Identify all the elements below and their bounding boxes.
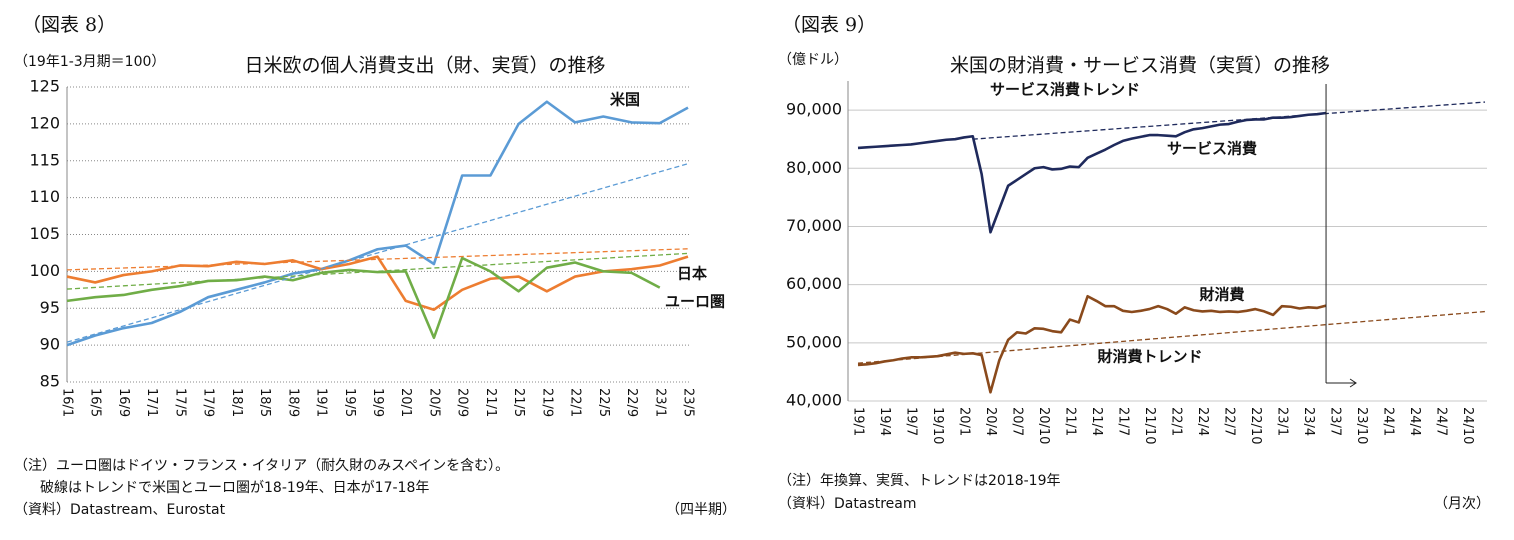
series-line xyxy=(857,294,1327,394)
x-tick-label: 23/7 xyxy=(1327,407,1342,436)
x-tick-label: 24/7 xyxy=(1433,407,1448,436)
x-tick-label: 19/10 xyxy=(930,407,945,444)
x-tick-label: 20/5 xyxy=(426,388,441,417)
y-tick-label: 50,000 xyxy=(786,332,842,351)
series-label: 財消費 xyxy=(1198,286,1244,304)
note: 破線はトレンドで米国とユーロ圏が18-19年、日本が17-18年 xyxy=(40,480,429,496)
x-tick-label: 23/10 xyxy=(1354,407,1369,444)
x-tick-label: 17/1 xyxy=(144,388,159,417)
y-tick-label: 120 xyxy=(29,113,60,132)
x-tick-label: 22/4 xyxy=(1195,407,1210,436)
y-tick-label: 110 xyxy=(29,187,60,206)
y-tick-label: 95 xyxy=(40,298,60,317)
x-tick-label: 22/1 xyxy=(1168,407,1183,436)
y-tick-label: 90,000 xyxy=(786,100,842,119)
figure-label: （図表 9） xyxy=(782,14,876,36)
y-tick-label: 115 xyxy=(29,150,60,169)
trend-line xyxy=(66,163,689,343)
x-tick-label: 19/1 xyxy=(851,407,866,436)
y-tick-label: 60,000 xyxy=(786,274,842,293)
series-label: ユーロ圏 xyxy=(665,293,725,311)
x-tick-label: 19/9 xyxy=(370,388,385,417)
y-tick-label: 80,000 xyxy=(786,158,842,177)
source: （資料）Datastream、Eurostat xyxy=(14,502,226,518)
series-label: 財消費トレンド xyxy=(1096,348,1202,366)
note: （注）年換算、実質、トレンドは2018-19年 xyxy=(778,473,1061,489)
x-tick-label: 16/5 xyxy=(88,388,103,417)
chart-title: 日米欧の個人消費支出（財、実質）の推移 xyxy=(244,55,605,77)
y-tick-label: 125 xyxy=(29,77,60,96)
trend-line xyxy=(857,310,1486,364)
x-tick-label: 17/5 xyxy=(172,388,187,417)
x-tick-label: 16/9 xyxy=(116,388,131,417)
x-tick-label: 17/9 xyxy=(201,388,216,417)
x-tick-label: 18/5 xyxy=(257,388,272,417)
x-tick-label: 18/1 xyxy=(229,388,244,417)
x-tick-label: 23/1 xyxy=(1274,407,1289,436)
source: （資料）Datastream xyxy=(778,496,917,512)
figure-label: （図表 8） xyxy=(22,14,116,36)
x-tick-label: 23/5 xyxy=(681,388,696,417)
x-tick-label: 19/1 xyxy=(314,388,329,417)
x-tick-label: 24/10 xyxy=(1460,407,1475,444)
series-label: 米国 xyxy=(610,91,640,109)
series-label: サービス消費 xyxy=(1167,140,1257,158)
x-tick-label: 21/5 xyxy=(511,388,526,417)
trend-line xyxy=(972,101,1486,140)
x-tick-label: 24/4 xyxy=(1407,407,1422,436)
x-tick-label: 22/9 xyxy=(624,388,639,417)
x-tick-label: 21/9 xyxy=(539,388,554,417)
unit-label: （19年1-3月期＝100） xyxy=(14,54,165,70)
series-line xyxy=(66,255,689,312)
series-label: 日本 xyxy=(677,265,707,283)
x-tick-label: 20/10 xyxy=(1036,407,1051,444)
x-tick-label: 16/1 xyxy=(60,388,75,417)
x-tick-label: 19/5 xyxy=(342,388,357,417)
y-tick-label: 70,000 xyxy=(786,216,842,235)
series-line xyxy=(66,256,661,340)
series-line xyxy=(66,100,689,347)
x-tick-label: 20/4 xyxy=(983,407,998,436)
x-tick-label: 20/7 xyxy=(1009,407,1024,436)
x-tick-label: 21/1 xyxy=(483,388,498,417)
x-tick-label: 22/7 xyxy=(1221,407,1236,436)
note: （注）ユーロ圏はドイツ・フランス・イタリア（耐久財のみスペインを含む）。 xyxy=(14,458,509,474)
y-tick-label: 90 xyxy=(40,335,60,354)
x-tick-label: 20/9 xyxy=(455,388,470,417)
x-tick-label: 21/10 xyxy=(1142,407,1157,444)
x-tick-label: 18/9 xyxy=(285,388,300,417)
frequency-label: （四半期） xyxy=(666,502,736,518)
x-tick-label: 24/1 xyxy=(1380,407,1395,436)
unit-label: （億ドル） xyxy=(778,52,848,68)
y-tick-label: 100 xyxy=(29,261,60,280)
x-tick-label: 20/1 xyxy=(398,388,413,417)
x-tick-label: 23/4 xyxy=(1301,407,1316,436)
x-tick-label: 23/1 xyxy=(652,388,667,417)
chart-title: 米国の財消費・サービス消費（実質）の推移 xyxy=(950,55,1330,77)
x-tick-label: 22/1 xyxy=(568,388,583,417)
x-tick-label: 20/1 xyxy=(956,407,971,436)
y-tick-label: 85 xyxy=(40,372,60,391)
x-tick-label: 19/7 xyxy=(903,407,918,436)
x-tick-label: 21/1 xyxy=(1062,407,1077,436)
x-tick-label: 22/10 xyxy=(1248,407,1263,444)
frequency-label: （月次） xyxy=(1434,496,1490,512)
x-tick-label: 22/5 xyxy=(596,388,611,417)
y-tick-label: 105 xyxy=(29,224,60,243)
x-tick-label: 19/4 xyxy=(877,407,892,436)
x-tick-label: 21/4 xyxy=(1089,407,1104,436)
x-tick-label: 21/7 xyxy=(1115,407,1130,436)
series-line xyxy=(857,111,1327,234)
y-tick-label: 40,000 xyxy=(786,391,842,410)
arrow-head xyxy=(1349,378,1357,388)
series-label: サービス消費トレンド xyxy=(990,81,1140,99)
